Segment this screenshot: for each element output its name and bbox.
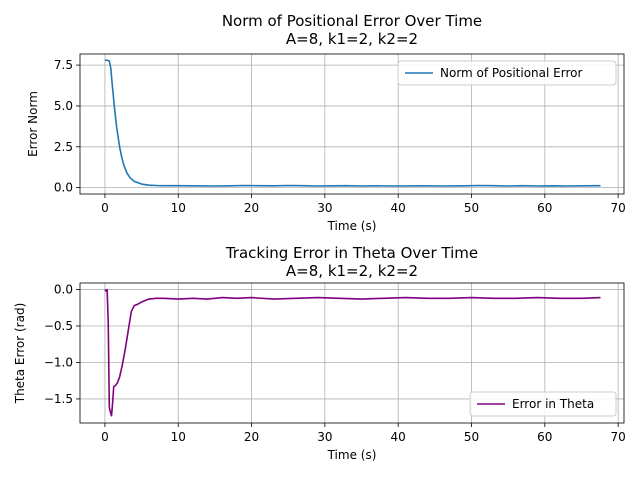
top-chart-y-axis-label: Error Norm xyxy=(26,91,40,157)
bottom-chart-y-tick-label: 0.0 xyxy=(54,283,73,297)
top-chart-title: Norm of Positional Error Over Time xyxy=(222,12,482,30)
bottom-chart-x-axis-label: Time (s) xyxy=(327,448,377,462)
top-chart-y-tick-label: 7.5 xyxy=(54,58,73,72)
bottom-chart-y-tick-label: −0.5 xyxy=(44,319,73,333)
bottom-chart-x-tick-label: 30 xyxy=(317,430,332,444)
bottom-chart-y-tick-label: −1.0 xyxy=(44,355,73,369)
bottom-chart-x-tick-label: 10 xyxy=(171,430,186,444)
bottom-chart-x-tick-label: 50 xyxy=(464,430,479,444)
bottom-chart-legend: Error in Theta xyxy=(469,391,617,417)
bottom-chart-legend-label: Error in Theta xyxy=(512,397,594,411)
bottom-chart-subtitle: A=8, k1=2, k2=2 xyxy=(286,262,418,280)
top-chart-legend-box xyxy=(397,60,617,86)
top-chart-y-tick-label: 2.5 xyxy=(54,140,73,154)
bottom-chart-y-axis-label: Theta Error (rad) xyxy=(13,303,27,405)
top-chart-x-tick-label: 20 xyxy=(244,201,259,215)
top-chart-y-tick-label: 0.0 xyxy=(54,181,73,195)
top-chart-plot-frame xyxy=(79,53,625,195)
top-chart-x-axis-label: Time (s) xyxy=(327,219,377,233)
bottom-chart-title: Tracking Error in Theta Over Time xyxy=(225,244,478,262)
bottom-chart-y-tick-label: −1.5 xyxy=(44,392,73,406)
top-chart-x-tick-label: 30 xyxy=(317,201,332,215)
top-chart-x-tick-label: 0 xyxy=(101,201,109,215)
top-chart-legend: Norm of Positional Error xyxy=(397,60,617,86)
bottom-chart-x-tick-label: 70 xyxy=(610,430,625,444)
bottom-chart-x-tick-label: 60 xyxy=(537,430,552,444)
top-chart-x-tick-label: 60 xyxy=(537,201,552,215)
top-chart-x-tick-label: 70 xyxy=(610,201,625,215)
bottom-chart-x-tick-label: 0 xyxy=(101,430,109,444)
top-chart-x-tick-label: 40 xyxy=(391,201,406,215)
bottom-chart-plot-frame xyxy=(79,282,625,424)
bottom-chart-x-tick-label: 20 xyxy=(244,430,259,444)
top-chart-subtitle: A=8, k1=2, k2=2 xyxy=(286,30,418,48)
top-chart-x-tick-label: 10 xyxy=(171,201,186,215)
bottom-chart-x-tick-label: 40 xyxy=(391,430,406,444)
top-chart-y-tick-label: 5.0 xyxy=(54,99,73,113)
top-chart-series-line xyxy=(104,59,601,187)
bottom-chart-series-line xyxy=(104,288,601,417)
top-chart-x-tick-label: 50 xyxy=(464,201,479,215)
bottom-chart-legend-box xyxy=(469,391,617,417)
top-chart-legend-label: Norm of Positional Error xyxy=(440,66,582,80)
